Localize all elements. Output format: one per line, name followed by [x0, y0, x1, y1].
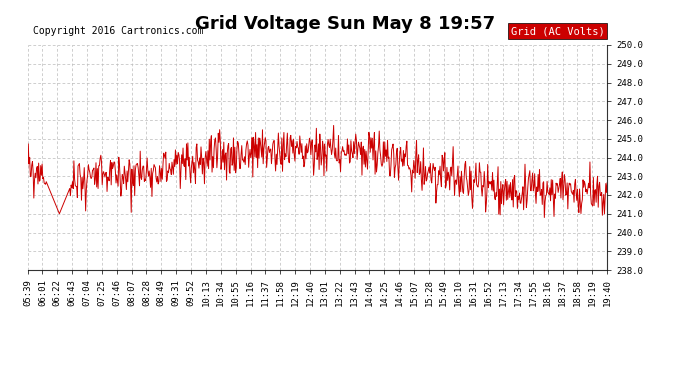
Text: Copyright 2016 Cartronics.com: Copyright 2016 Cartronics.com	[33, 26, 204, 36]
Text: Grid Voltage Sun May 8 19:57: Grid Voltage Sun May 8 19:57	[195, 15, 495, 33]
Text: Grid (AC Volts): Grid (AC Volts)	[511, 26, 604, 36]
